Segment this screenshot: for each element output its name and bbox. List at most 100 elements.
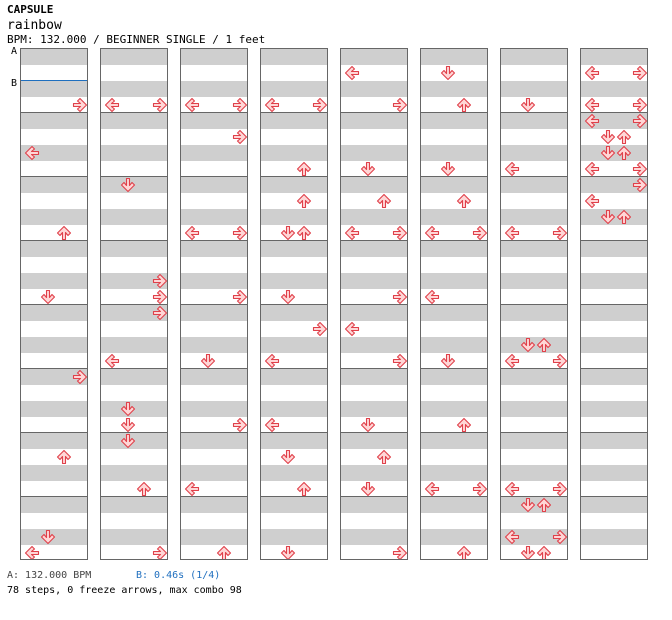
beat-stripe (501, 241, 567, 257)
right-arrow-icon (232, 97, 247, 113)
down-arrow-icon (120, 401, 136, 417)
left-arrow-icon (104, 97, 120, 113)
beat-stripe (581, 305, 647, 321)
beat-stripe (181, 49, 247, 65)
beat-stripe (421, 337, 487, 353)
beat-stripe (181, 273, 247, 289)
left-arrow-icon (264, 97, 280, 113)
beat-stripe (341, 145, 407, 161)
beat-stripe (421, 369, 487, 385)
beat-stripe (341, 49, 407, 65)
measure-line (261, 112, 327, 113)
beat-stripe (501, 529, 567, 545)
measure-line (21, 496, 87, 497)
measure-line (581, 240, 647, 241)
marker-a-label: A (11, 46, 18, 57)
beat-stripe (341, 273, 407, 289)
measure-line (101, 304, 167, 305)
right-arrow-icon (472, 481, 487, 497)
measure-line (341, 368, 407, 369)
right-arrow-icon (632, 177, 647, 193)
measure-line (421, 368, 487, 369)
measure-line (421, 176, 487, 177)
up-arrow-icon (216, 545, 232, 559)
measure-line (421, 304, 487, 305)
right-arrow-icon (392, 545, 407, 559)
measure-line (581, 112, 647, 113)
song-artist: CAPSULE (7, 3, 54, 16)
right-arrow-icon (392, 289, 407, 305)
beat-stripe (501, 433, 567, 449)
beat-stripe (501, 209, 567, 225)
beat-stripe (421, 49, 487, 65)
beat-stripe (21, 497, 87, 513)
beat-stripe (21, 337, 87, 353)
measure-line (501, 112, 567, 113)
beat-stripe (581, 337, 647, 353)
left-arrow-icon (264, 417, 280, 433)
measure-line (21, 432, 87, 433)
measure-line (421, 496, 487, 497)
down-arrow-icon (40, 529, 56, 545)
beat-stripe (501, 49, 567, 65)
right-arrow-icon (632, 161, 647, 177)
beat-stripe (501, 401, 567, 417)
beat-stripe (181, 81, 247, 97)
beat-stripe (261, 49, 327, 65)
beat-stripe (501, 177, 567, 193)
down-arrow-icon (440, 353, 456, 369)
beat-stripe (21, 113, 87, 129)
left-arrow-icon (584, 113, 600, 129)
beat-stripe (341, 369, 407, 385)
up-arrow-icon (536, 337, 552, 353)
right-arrow-icon (152, 545, 167, 559)
measure-line (501, 304, 567, 305)
measure-line (181, 304, 247, 305)
up-arrow-icon (56, 225, 72, 241)
chart-column-7 (500, 48, 568, 560)
right-arrow-icon (632, 97, 647, 113)
up-arrow-icon (376, 193, 392, 209)
beat-stripe (261, 209, 327, 225)
marker-b-label: B (11, 78, 18, 89)
measure-line (181, 496, 247, 497)
beat-stripe (341, 337, 407, 353)
down-arrow-icon (520, 97, 536, 113)
beat-stripe (581, 113, 647, 129)
beat-stripe (261, 401, 327, 417)
left-arrow-icon (584, 161, 600, 177)
beat-stripe (581, 529, 647, 545)
beat-stripe (181, 305, 247, 321)
beat-stripe (421, 305, 487, 321)
beat-stripe (421, 529, 487, 545)
beat-stripe (181, 113, 247, 129)
up-arrow-icon (536, 545, 552, 559)
measure-line (21, 304, 87, 305)
beat-stripe (421, 177, 487, 193)
down-arrow-icon (360, 161, 376, 177)
down-arrow-icon (120, 433, 136, 449)
chart-column-8 (580, 48, 648, 560)
measure-line (101, 240, 167, 241)
beat-stripe (581, 177, 647, 193)
measure-line (181, 240, 247, 241)
measure-line (581, 176, 647, 177)
left-arrow-icon (584, 97, 600, 113)
beat-stripe (421, 113, 487, 129)
beat-stripe (181, 433, 247, 449)
beat-stripe (501, 465, 567, 481)
beat-stripe (421, 145, 487, 161)
up-arrow-icon (296, 481, 312, 497)
left-arrow-icon (504, 353, 520, 369)
measure-line (101, 176, 167, 177)
measure-line (21, 240, 87, 241)
measure-line (501, 176, 567, 177)
beat-stripe (101, 305, 167, 321)
measure-line (101, 112, 167, 113)
up-arrow-icon (56, 449, 72, 465)
beat-stripe (21, 401, 87, 417)
chart-info: BPM: 132.000 / BEGINNER SINGLE / 1 feet (7, 33, 266, 46)
left-arrow-icon (24, 545, 40, 559)
right-arrow-icon (72, 97, 87, 113)
chart-stats: 78 steps, 0 freeze arrows, max combo 98 (7, 585, 242, 596)
